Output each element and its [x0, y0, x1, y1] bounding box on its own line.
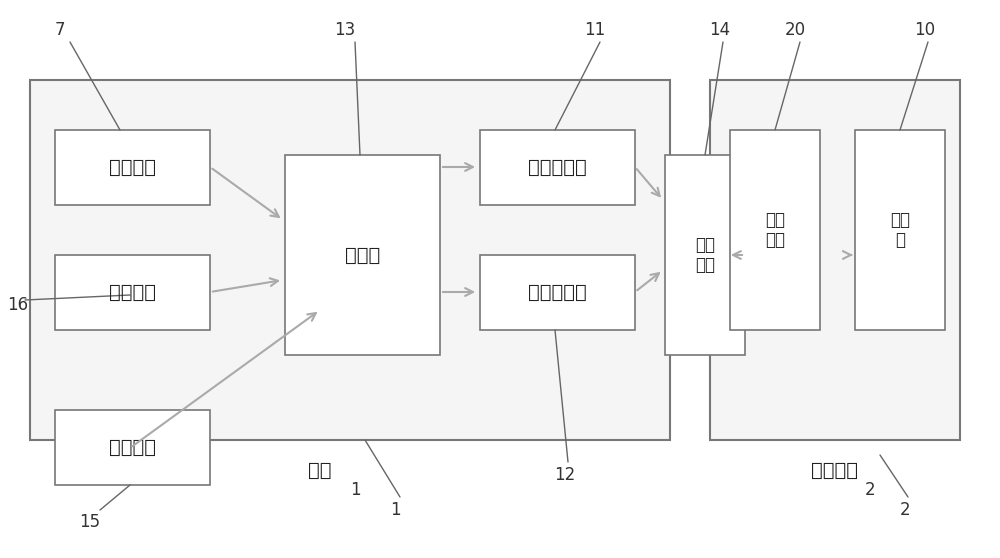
Bar — [480, 130, 635, 205]
Text: 16: 16 — [7, 296, 29, 314]
Text: 2: 2 — [900, 501, 910, 519]
Text: 输出
端口: 输出 端口 — [695, 235, 715, 275]
Text: 超声发生器: 超声发生器 — [528, 158, 587, 177]
Bar — [55, 410, 210, 485]
Bar — [855, 130, 945, 330]
Text: 14: 14 — [709, 21, 731, 39]
Bar — [480, 255, 635, 330]
Text: 手控开关: 手控开关 — [109, 283, 156, 302]
Text: 7: 7 — [55, 21, 65, 39]
Bar — [55, 255, 210, 330]
Bar — [730, 130, 820, 330]
Text: 15: 15 — [79, 513, 101, 531]
Text: 交互界面: 交互界面 — [109, 158, 156, 177]
Bar — [30, 80, 670, 440]
Text: 控制器: 控制器 — [345, 246, 380, 264]
Text: 12: 12 — [554, 466, 576, 484]
Bar — [665, 155, 745, 355]
Text: 11: 11 — [584, 21, 606, 39]
Text: 操作
手柄: 操作 手柄 — [765, 210, 785, 249]
Text: 脚踏开关: 脚踏开关 — [109, 438, 156, 457]
Text: 一体
刀: 一体 刀 — [890, 210, 910, 249]
Text: 主机: 主机 — [308, 460, 332, 479]
Text: 20: 20 — [784, 21, 806, 39]
Text: 10: 10 — [914, 21, 936, 39]
Text: 操作机构: 操作机构 — [812, 460, 858, 479]
Text: 高频发生器: 高频发生器 — [528, 283, 587, 302]
Text: 13: 13 — [334, 21, 356, 39]
Text: 2: 2 — [865, 481, 875, 499]
Text: 1: 1 — [390, 501, 400, 519]
Text: 1: 1 — [350, 481, 360, 499]
Bar — [710, 80, 960, 440]
Bar — [55, 130, 210, 205]
Bar — [285, 155, 440, 355]
